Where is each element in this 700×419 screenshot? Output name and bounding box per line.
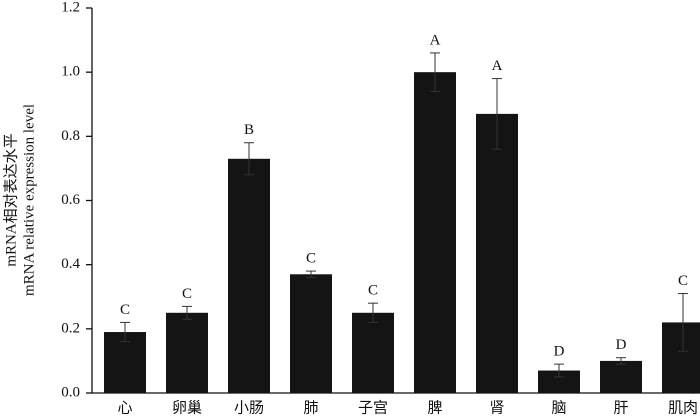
- bar: [538, 370, 580, 393]
- error-bar: [492, 78, 502, 150]
- bar: [662, 322, 700, 393]
- significance-letter: B: [244, 122, 254, 138]
- error-bar: [244, 142, 254, 176]
- significance-letter: D: [616, 337, 627, 353]
- y-tick-label: 0.2: [61, 320, 80, 336]
- x-tick-label: 肾: [489, 399, 504, 416]
- y-tick-label: 0.4: [61, 256, 80, 272]
- error-bar: [554, 363, 564, 378]
- bar: [600, 360, 642, 393]
- bar: [414, 72, 456, 394]
- error-bar: [120, 321, 130, 343]
- significance-letter: A: [492, 58, 503, 74]
- significance-letter: A: [430, 32, 441, 48]
- error-bar: [182, 305, 192, 320]
- x-tick-label: 肺: [303, 399, 318, 416]
- y-axis-label: mRNA relative expression level: [21, 104, 37, 296]
- y-axis-label: mRNA相对表达水平: [2, 133, 19, 266]
- y-tick-label: 1.0: [61, 64, 80, 80]
- bar: [476, 113, 518, 393]
- error-bar: [616, 357, 626, 365]
- significance-letter: C: [306, 251, 316, 267]
- bar: [104, 332, 146, 393]
- bar: [352, 312, 394, 393]
- x-tick-label: 卵巢: [172, 399, 202, 416]
- y-tick-label: 1.2: [61, 0, 80, 15]
- x-tick-label: 子宫: [358, 399, 388, 416]
- x-tick-label: 脑: [551, 399, 566, 416]
- x-tick-label: 肝: [613, 399, 628, 416]
- y-tick-label: 0.6: [61, 192, 80, 208]
- x-tick-label: 心: [117, 399, 132, 416]
- bar: [166, 312, 208, 393]
- x-tick-label: 肌肉: [668, 399, 698, 416]
- y-tick-label: 0.0: [61, 384, 80, 400]
- bar: [290, 274, 332, 393]
- significance-letter: C: [120, 302, 130, 318]
- significance-letter: D: [554, 344, 565, 360]
- error-bar: [368, 302, 378, 323]
- significance-letter: C: [182, 286, 192, 302]
- bar: [228, 158, 270, 393]
- significance-letter: C: [368, 283, 378, 299]
- x-tick-label: 小肠: [234, 399, 264, 416]
- error-bar: [430, 52, 440, 92]
- x-tick-label: 脾: [427, 399, 442, 416]
- y-tick-label: 0.8: [61, 128, 80, 144]
- error-bar: [678, 293, 688, 352]
- error-bar: [306, 270, 316, 278]
- significance-letter: C: [678, 273, 688, 289]
